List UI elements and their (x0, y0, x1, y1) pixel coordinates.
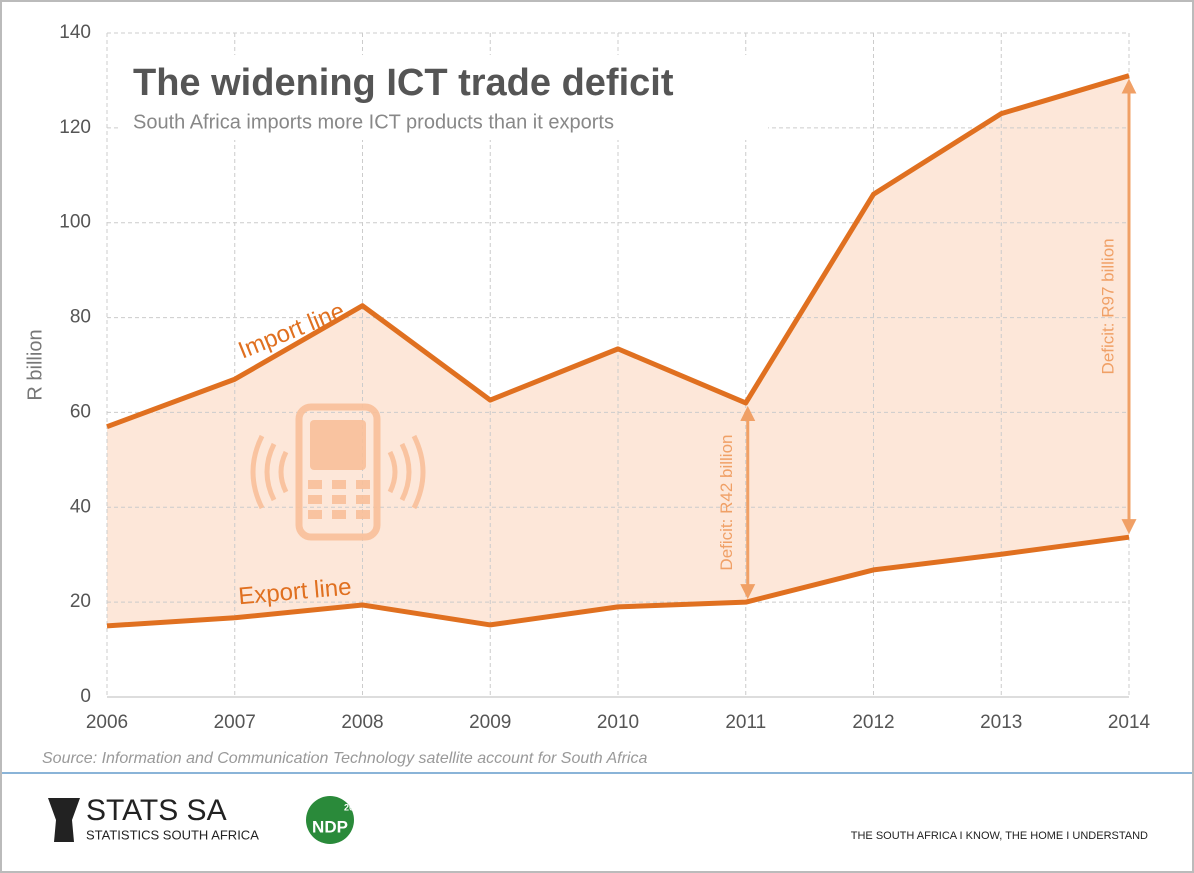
y-tick-label: 0 (80, 686, 91, 707)
x-tick-label: 2010 (597, 712, 639, 733)
ndp-text: NDP (312, 817, 348, 836)
x-tick-label: 2011 (725, 712, 766, 733)
deficit-label: Deficit: R42 billion (717, 435, 736, 571)
y-tick-label: 140 (59, 22, 91, 43)
stats-logo-icon (48, 798, 80, 842)
y-axis-label: R billion (24, 329, 46, 400)
phone-icon (250, 403, 426, 541)
deficit-label: Deficit: R97 billion (1098, 238, 1117, 374)
x-tick-label: 2008 (341, 712, 383, 733)
x-tick-label: 2007 (214, 712, 256, 733)
y-tick-label: 20 (70, 591, 91, 612)
chart-title: The widening ICT trade deficit (133, 62, 674, 104)
data-line (106, 534, 1130, 629)
chart-subtitle: South Africa imports more ICT products t… (133, 111, 614, 133)
logo-text: STATS SA (86, 794, 227, 827)
y-tick-label: 60 (70, 401, 91, 422)
y-tick-label: 80 (70, 307, 91, 328)
x-tick-label: 2006 (86, 712, 128, 733)
ndp-year: 2030 (344, 802, 364, 812)
x-tick-label: 2009 (469, 712, 511, 733)
title-box (120, 55, 768, 140)
source: Source: Information and Communication Te… (42, 750, 647, 767)
slogan: THE SOUTH AFRICA I KNOW, THE HOME I UNDE… (851, 830, 1148, 842)
x-tick-label: 2012 (852, 712, 894, 733)
logo-subtext: STATISTICS SOUTH AFRICA (86, 827, 259, 842)
y-tick-label: 100 (59, 212, 91, 233)
y-tick-label: 120 (59, 117, 91, 138)
x-tick-label: 2013 (980, 712, 1022, 733)
ndp-logo (306, 796, 354, 844)
x-tick-label: 2014 (1108, 712, 1151, 733)
y-tick-label: 40 (70, 496, 91, 517)
data-line (106, 73, 1130, 430)
